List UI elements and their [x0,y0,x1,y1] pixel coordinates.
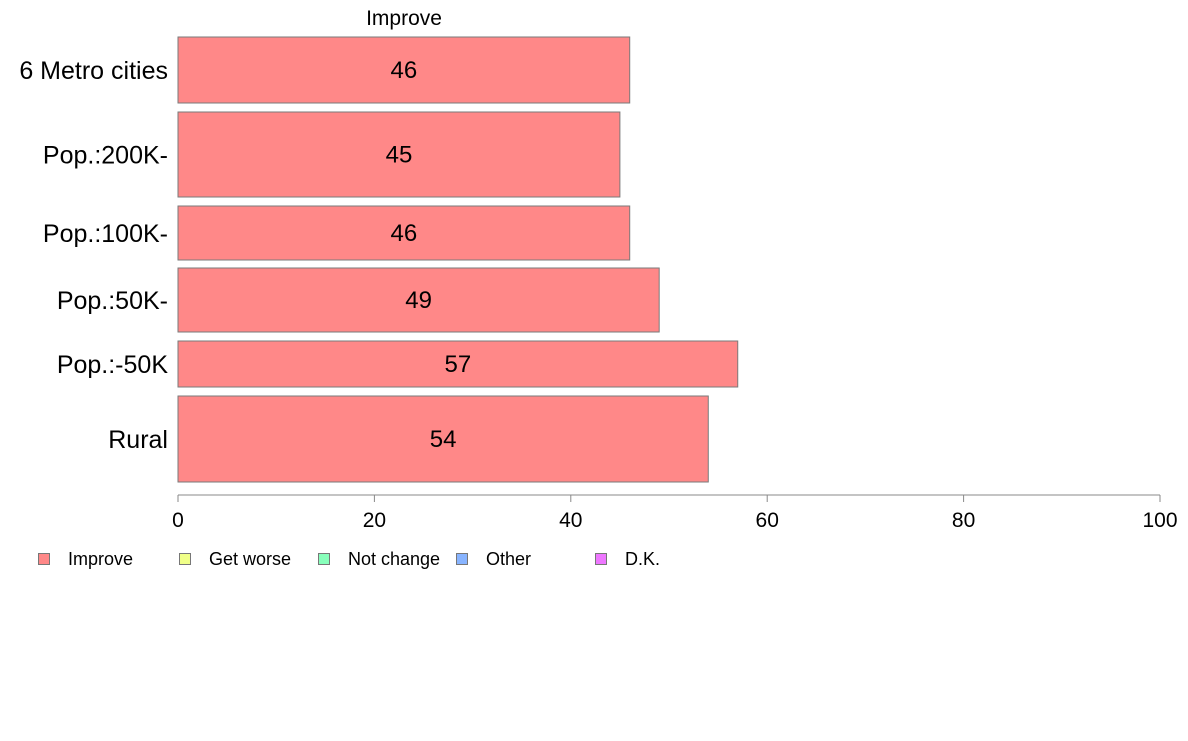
x-tick-label-4: 80 [952,509,975,532]
legend-swatch-not-change [318,553,330,565]
bar-4 [177,267,660,333]
bar-value-label-1: 46 [391,57,418,84]
legend-swatch-dk [595,553,607,565]
legend-label-other: Other [486,548,532,569]
x-axis: 0 20 40 60 80 100 [172,494,1178,532]
legend-label-improve: Improve [68,548,134,569]
bar-value-label-4: 49 [405,287,432,314]
x-tick-label-0: 0 [172,509,184,532]
legend-item-improve: Improve [38,548,133,570]
legend: Improve Get worse Not change Other D.K. [38,548,738,570]
category-label-4: Pop.:50K- [57,287,168,315]
x-tick-label-5: 100 [1142,509,1177,532]
category-label-3: Pop.:100K- [43,220,168,248]
legend-item-not-change: Not change [318,548,440,570]
bar-5 [177,340,739,388]
bars-group: 46 6 Metro cities 45 Pop.:200K- 46 Pop.:100K-… [19,36,739,483]
category-label-1: 6 Metro cities [19,57,168,85]
category-label-5: Pop.:-50K [57,351,169,379]
legend-swatch-improve [38,553,50,565]
legend-label-not-change: Not change [348,548,441,569]
bar-value-label-2: 45 [386,142,413,169]
bar-2 [177,111,621,198]
category-label-6: Rural [108,426,168,454]
bar-6 [177,395,709,483]
bar-value-label-5: 57 [445,351,472,378]
bar-3 [177,205,631,261]
legend-swatch-other [456,553,468,565]
bar-value-label-6: 54 [430,426,457,453]
legend-label-get-worse: Get worse [209,548,292,569]
legend-label-dk: D.K. [625,548,661,569]
legend-item-dk: D.K. [595,548,660,570]
legend-swatch-get-worse [179,553,191,565]
x-tick-label-2: 40 [559,509,582,532]
legend-item-get-worse: Get worse [179,548,291,570]
x-tick-label-1: 20 [363,509,386,532]
x-tick-label-3: 60 [756,509,779,532]
bar-1 [177,36,631,104]
bar-value-label-3: 46 [391,220,418,247]
category-label-2: Pop.:200K- [43,142,168,170]
chart-title: Improve [366,7,442,30]
legend-item-other: Other [456,548,531,570]
